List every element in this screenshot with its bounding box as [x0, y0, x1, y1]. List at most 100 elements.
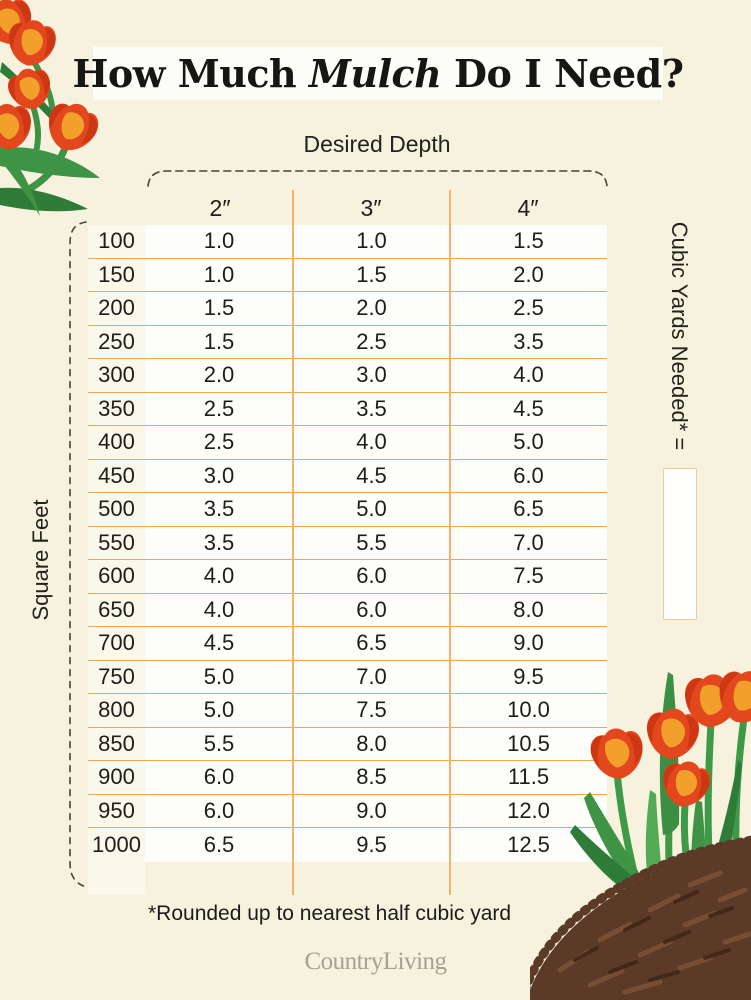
square-feet-value: 250: [98, 328, 135, 354]
cubic-yards-cell: 5.5: [293, 526, 450, 559]
cubic-yards-cell: 3.5: [145, 526, 293, 559]
cubic-yards-cell: 1.5: [450, 225, 607, 258]
row-label-band: [88, 225, 145, 895]
cubic-yards-cell: 6.0: [145, 761, 293, 794]
brand-logo: CountryLiving: [304, 948, 447, 975]
column-divider-1: [292, 190, 294, 895]
table-row: 800 5.0 7.5 10.0: [88, 694, 607, 728]
cubic-yards-cell: 9.5: [293, 828, 450, 862]
cubic-yards-cell: 3.5: [293, 392, 450, 425]
desired-depth-label: Desired Depth: [303, 131, 451, 157]
tulips-top-left-illustration: [0, 0, 104, 216]
cubic-yards-cell: 6.0: [145, 794, 293, 827]
cubic-yards-cell: 5.0: [450, 426, 607, 459]
table-row: 250 1.5 2.5 3.5: [88, 325, 607, 359]
square-feet-value: 600: [98, 563, 135, 589]
cubic-yards-result-box: [663, 468, 697, 620]
cubic-yards-cell: 7.0: [450, 526, 607, 559]
cubic-yards-cell: 10.0: [450, 694, 607, 727]
column-header-4in: 4″: [517, 195, 539, 221]
square-feet-value: 450: [98, 462, 135, 488]
column-header-2in: 2″: [209, 195, 231, 221]
title-text-post: Do I Need?: [441, 51, 684, 96]
cubic-yards-cell: 3.5: [145, 493, 293, 526]
square-feet-value: 100: [98, 228, 135, 254]
cubic-yards-cell: 2.5: [145, 426, 293, 459]
cubic-yards-cell: 9.5: [450, 660, 607, 693]
cubic-yards-cell: 4.0: [450, 359, 607, 392]
table-row: 100 1.0 1.0 1.5: [88, 225, 607, 259]
cubic-yards-cell: 5.0: [145, 660, 293, 693]
desired-depth-bracket: [147, 170, 608, 187]
square-feet-value: 400: [98, 429, 135, 455]
cubic-yards-cell: 1.5: [145, 325, 293, 358]
footnote: *Rounded up to nearest half cubic yard: [148, 902, 512, 925]
cubic-yards-cell: 9.0: [450, 627, 607, 660]
square-feet-value: 500: [98, 496, 135, 522]
cubic-yards-cell: 3.0: [145, 459, 293, 492]
cubic-yards-cell: 8.0: [293, 727, 450, 760]
table-row: 750 5.0 7.0 9.5: [88, 660, 607, 694]
cubic-yards-cell: 2.5: [450, 292, 607, 325]
cubic-yards-cell: 6.0: [450, 459, 607, 492]
cubic-yards-cell: 10.5: [450, 727, 607, 760]
table-row: 950 6.0 9.0 12.0: [88, 794, 607, 828]
square-feet-value: 700: [98, 630, 135, 656]
cubic-yards-cell: 6.0: [293, 560, 450, 593]
cubic-yards-cell: 5.5: [145, 727, 293, 760]
cubic-yards-cell: 6.5: [145, 828, 293, 862]
table-row: 900 6.0 8.5 11.5: [88, 761, 607, 795]
square-feet-bracket: [69, 221, 87, 888]
square-feet-value: 300: [98, 362, 135, 388]
square-feet-value: 1000: [92, 831, 141, 857]
table-row: 700 4.5 6.5 9.0: [88, 627, 607, 661]
cubic-yards-cell: 2.0: [293, 292, 450, 325]
cubic-yards-cell: 12.5: [450, 828, 607, 862]
cubic-yards-cell: 4.5: [145, 627, 293, 660]
table-row: 550 3.5 5.5 7.0: [88, 526, 607, 560]
table-row: 200 1.5 2.0 2.5: [88, 292, 607, 326]
table-row: 650 4.0 6.0 8.0: [88, 593, 607, 627]
page-title: How Much Mulch Do I Need?: [73, 51, 684, 96]
square-feet-value: 900: [98, 764, 135, 790]
cubic-yards-cell: 5.0: [145, 694, 293, 727]
table-row: 300 2.0 3.0 4.0: [88, 359, 607, 393]
table-row: 450 3.0 4.5 6.0: [88, 459, 607, 493]
column-header-3in: 3″: [360, 195, 382, 221]
cubic-yards-cell: 7.0: [293, 660, 450, 693]
cubic-yards-cell: 2.5: [293, 325, 450, 358]
cubic-yards-cell: 11.5: [450, 761, 607, 794]
cubic-yards-cell: 8.0: [450, 593, 607, 626]
table-row: 350 2.5 3.5 4.5: [88, 392, 607, 426]
cubic-yards-cell: 7.5: [293, 694, 450, 727]
table-row: 1000 6.5 9.5 12.5: [88, 828, 607, 862]
square-feet-value: 750: [98, 663, 135, 689]
cubic-yards-cell: 3.5: [450, 325, 607, 358]
table-row: 400 2.5 4.0 5.0: [88, 426, 607, 460]
cubic-yards-cell: 4.5: [450, 392, 607, 425]
square-feet-value: 850: [98, 730, 135, 756]
title-text-italic: Mulch: [308, 51, 442, 96]
cubic-yards-cell: 2.5: [145, 392, 293, 425]
column-divider-2: [449, 190, 451, 895]
cubic-yards-cell: 6.5: [293, 627, 450, 660]
cubic-yards-cell: 2.0: [145, 359, 293, 392]
cubic-yards-axis-label: Cubic Yards Needed* =: [667, 221, 692, 451]
table-row: 850 5.5 8.0 10.5: [88, 727, 607, 761]
cubic-yards-cell: 4.0: [145, 560, 293, 593]
cubic-yards-cell: 2.0: [450, 258, 607, 291]
cubic-yards-cell: 7.5: [450, 560, 607, 593]
cubic-yards-cell: 12.0: [450, 794, 607, 827]
title-text-pre: How Much: [72, 51, 309, 96]
cubic-yards-cell: 1.0: [145, 258, 293, 291]
table-row: 150 1.0 1.5 2.0: [88, 258, 607, 292]
square-feet-value: 550: [98, 529, 135, 555]
square-feet-value: 800: [98, 697, 135, 723]
square-feet-value: 200: [98, 295, 135, 321]
cubic-yards-cell: 5.0: [293, 493, 450, 526]
cubic-yards-cell: 6.0: [293, 593, 450, 626]
table-row: 600 4.0 6.0 7.5: [88, 560, 607, 594]
cubic-yards-cell: 4.5: [293, 459, 450, 492]
cubic-yards-cell: 1.5: [293, 258, 450, 291]
